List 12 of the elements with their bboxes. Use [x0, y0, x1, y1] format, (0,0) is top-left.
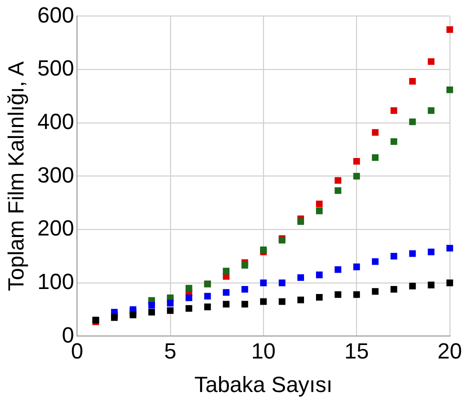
y-tick-label: 100 [37, 268, 74, 294]
y-tick-label: 500 [37, 56, 74, 81]
y-tick-label: 600 [37, 2, 74, 28]
y-tick-label: 200 [37, 216, 74, 241]
x-axis-title: Tabaka Sayısı [194, 372, 333, 397]
y-tick-label: 400 [37, 108, 74, 134]
x-tick-label: 10 [251, 338, 276, 364]
x-tick-label: 20 [438, 338, 462, 364]
y-axis-title: Toplam Film Kalınlığı, A [3, 60, 28, 292]
y-tick-label: 300 [37, 162, 74, 188]
x-tick-label: 15 [344, 338, 369, 364]
x-tick-label: 5 [164, 338, 176, 364]
